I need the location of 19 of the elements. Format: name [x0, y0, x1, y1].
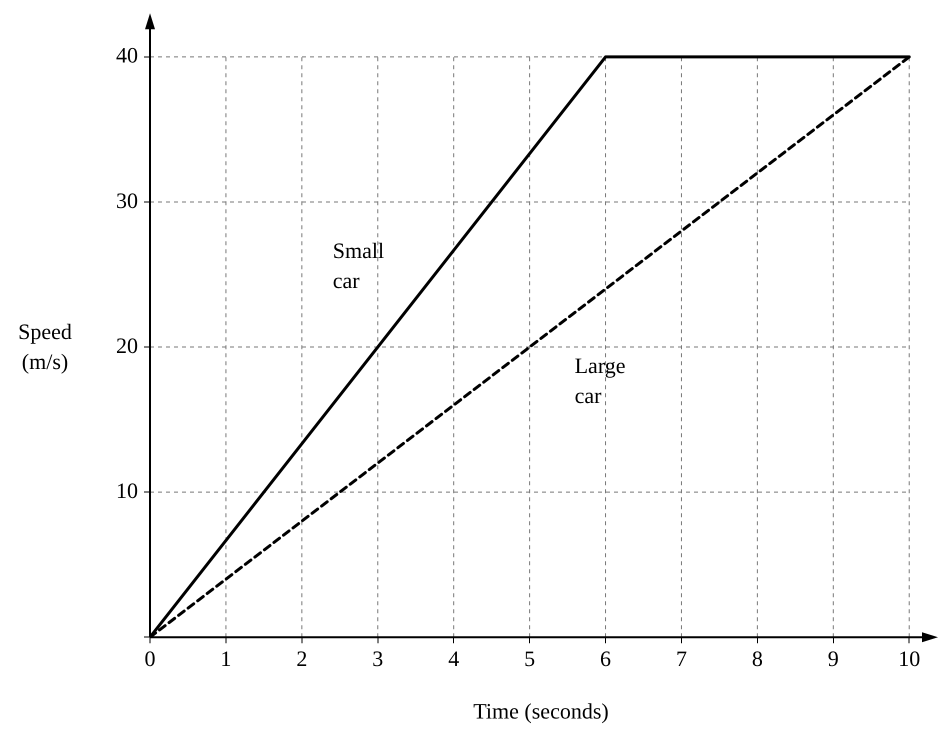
x-tick-label: 4	[448, 646, 460, 672]
x-tick-label: 8	[752, 646, 763, 672]
y-tick-label: 20	[116, 332, 138, 358]
x-tick-label: 1	[220, 646, 232, 672]
x-tick-label: 3	[372, 646, 384, 672]
x-tick-label: 2	[296, 646, 308, 672]
x-tick-label: 6	[600, 646, 612, 672]
y-axis-title: Speed (m/s)	[18, 318, 72, 374]
y-tick-label: 30	[116, 188, 138, 213]
x-tick-label: 5	[524, 646, 536, 672]
x-tick-label: 10	[898, 646, 920, 672]
y-tick-label: 40	[116, 42, 138, 68]
x-axis-title: Time (seconds)	[473, 698, 609, 724]
series-label: Large car	[574, 352, 626, 408]
x-tick-label: 0	[144, 646, 156, 672]
x-tick-label: 9	[828, 646, 839, 672]
x-tick-label: 7	[676, 646, 687, 672]
series-label: Small car	[332, 238, 384, 293]
y-tick-label: 10	[116, 478, 138, 503]
